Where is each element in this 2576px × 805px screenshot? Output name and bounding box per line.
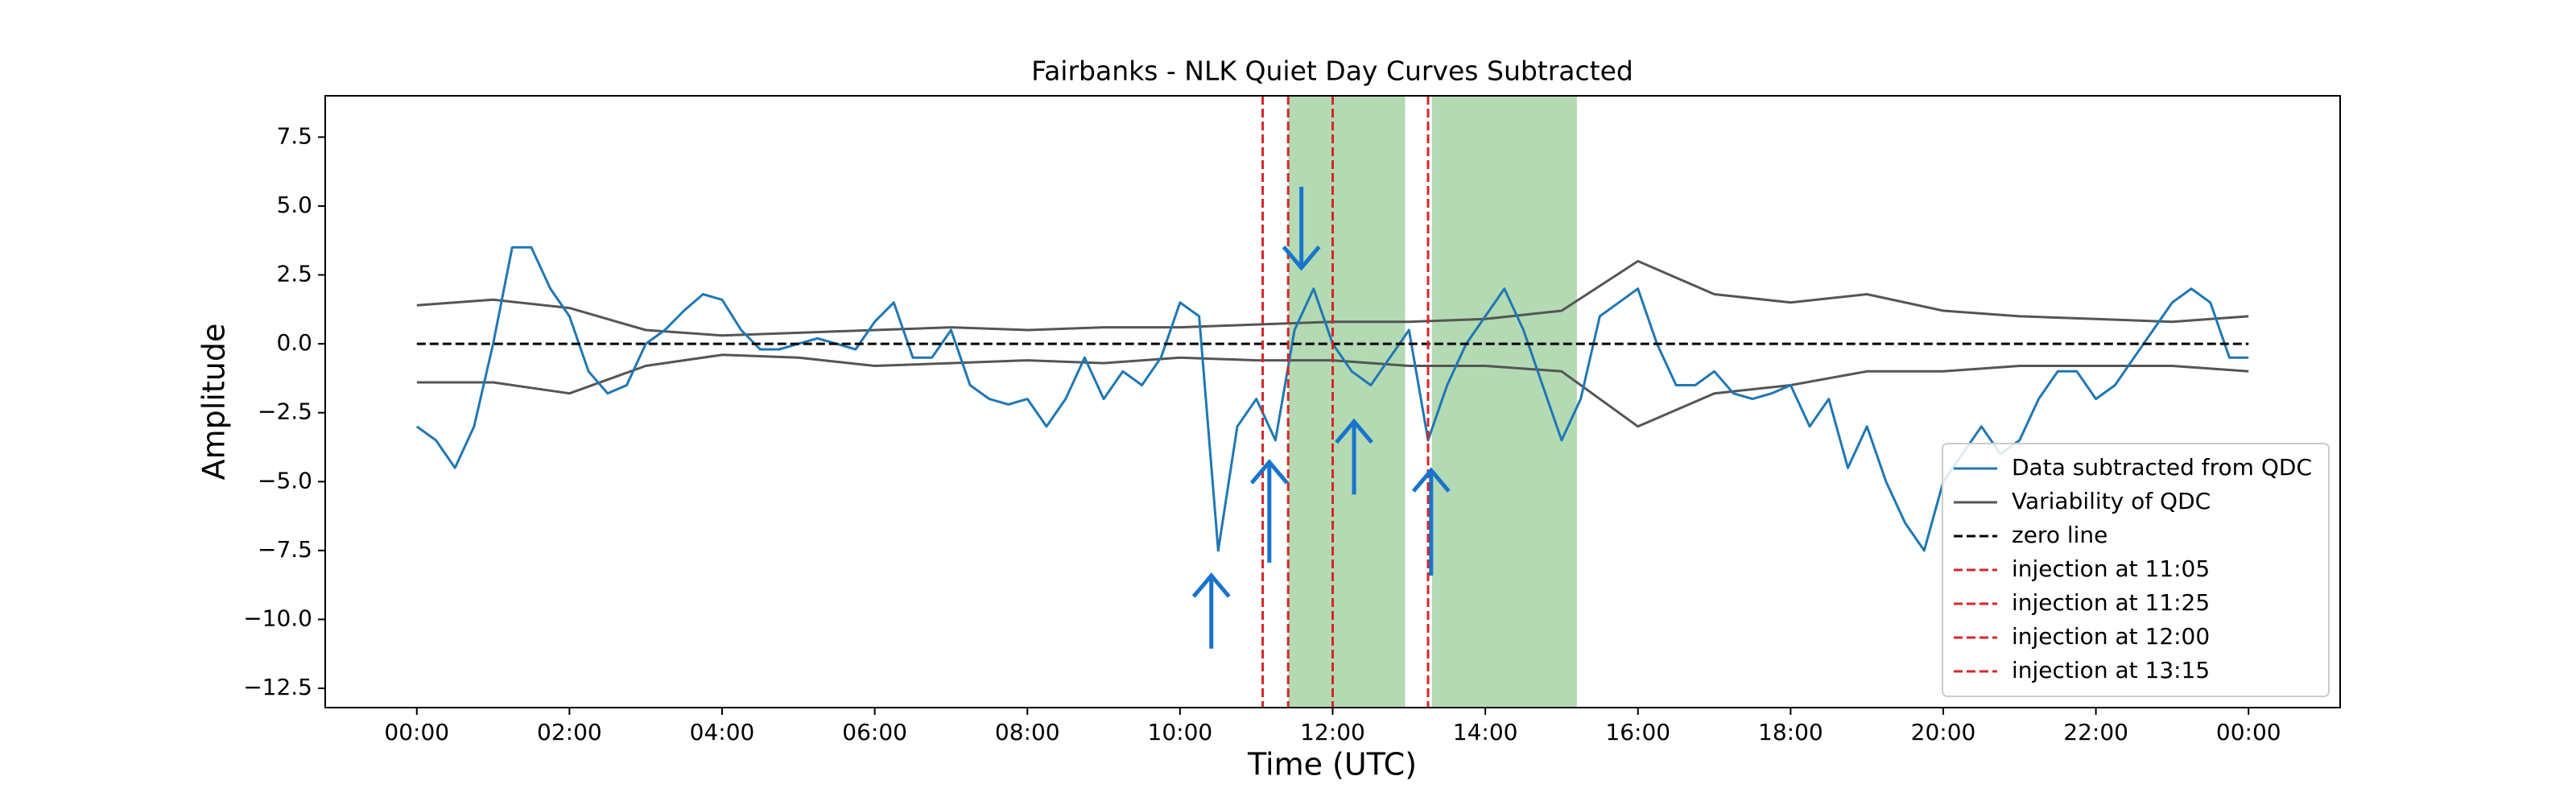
y-tick-label: 5.0 <box>276 192 312 218</box>
x-tick-label: 04:00 <box>690 719 755 745</box>
arrow-part <box>1191 572 1231 598</box>
y-axis-label: Amplitude <box>196 324 232 481</box>
x-tick-label: 10:00 <box>1148 719 1213 745</box>
arrow-part <box>1335 418 1373 444</box>
arrow-part <box>1282 246 1321 271</box>
legend-box <box>1942 443 2330 697</box>
x-tick-label: 16:00 <box>1605 719 1670 745</box>
arrow <box>1249 459 1289 563</box>
x-tick-label: 12:00 <box>1300 719 1365 745</box>
legend-label: zero line <box>2012 522 2107 548</box>
y-tick-label: −10.0 <box>243 605 312 631</box>
chart-title: Fairbanks - NLK Quiet Day Curves Subtrac… <box>1031 56 1633 87</box>
x-tick-label: 22:00 <box>2063 719 2128 745</box>
legend-label: injection at 11:05 <box>2012 555 2210 582</box>
x-tick-label: 08:00 <box>995 719 1060 745</box>
arrow <box>1191 572 1231 649</box>
legend-label: Data subtracted from QDC <box>2012 454 2312 481</box>
arrow <box>1282 186 1321 271</box>
y-tick-label: 7.5 <box>276 122 312 149</box>
y-tick-label: 2.5 <box>276 261 312 287</box>
arrow <box>1335 418 1373 495</box>
x-axis-label: Time (UTC) <box>1247 747 1417 782</box>
legend-label: Variability of QDC <box>2012 488 2211 514</box>
legend-label: injection at 12:00 <box>2012 623 2210 650</box>
shaded-span <box>1288 96 1406 708</box>
plot-frame <box>324 95 2341 708</box>
legend-label: injection at 13:15 <box>2012 657 2210 683</box>
x-tick-label: 00:00 <box>2216 719 2281 745</box>
x-tick-label: 14:00 <box>1453 719 1518 745</box>
x-tick-label: 00:00 <box>384 719 449 745</box>
y-tick-label: −2.5 <box>258 398 312 425</box>
legend-label: injection at 11:25 <box>2012 589 2210 616</box>
arrow-part <box>1411 467 1451 493</box>
arrow <box>1411 467 1451 576</box>
y-tick-label: 0.0 <box>276 329 312 356</box>
x-tick-label: 06:00 <box>842 719 907 745</box>
x-tick-label: 18:00 <box>1758 719 1823 745</box>
x-tick-label: 02:00 <box>537 719 602 745</box>
shaded-span <box>1431 96 1577 708</box>
y-tick-label: −7.5 <box>258 536 312 563</box>
y-tick-label: −5.0 <box>258 467 312 493</box>
x-tick-label: 20:00 <box>1911 719 1976 745</box>
y-tick-label: −12.5 <box>243 674 312 700</box>
arrow-part <box>1249 459 1289 485</box>
